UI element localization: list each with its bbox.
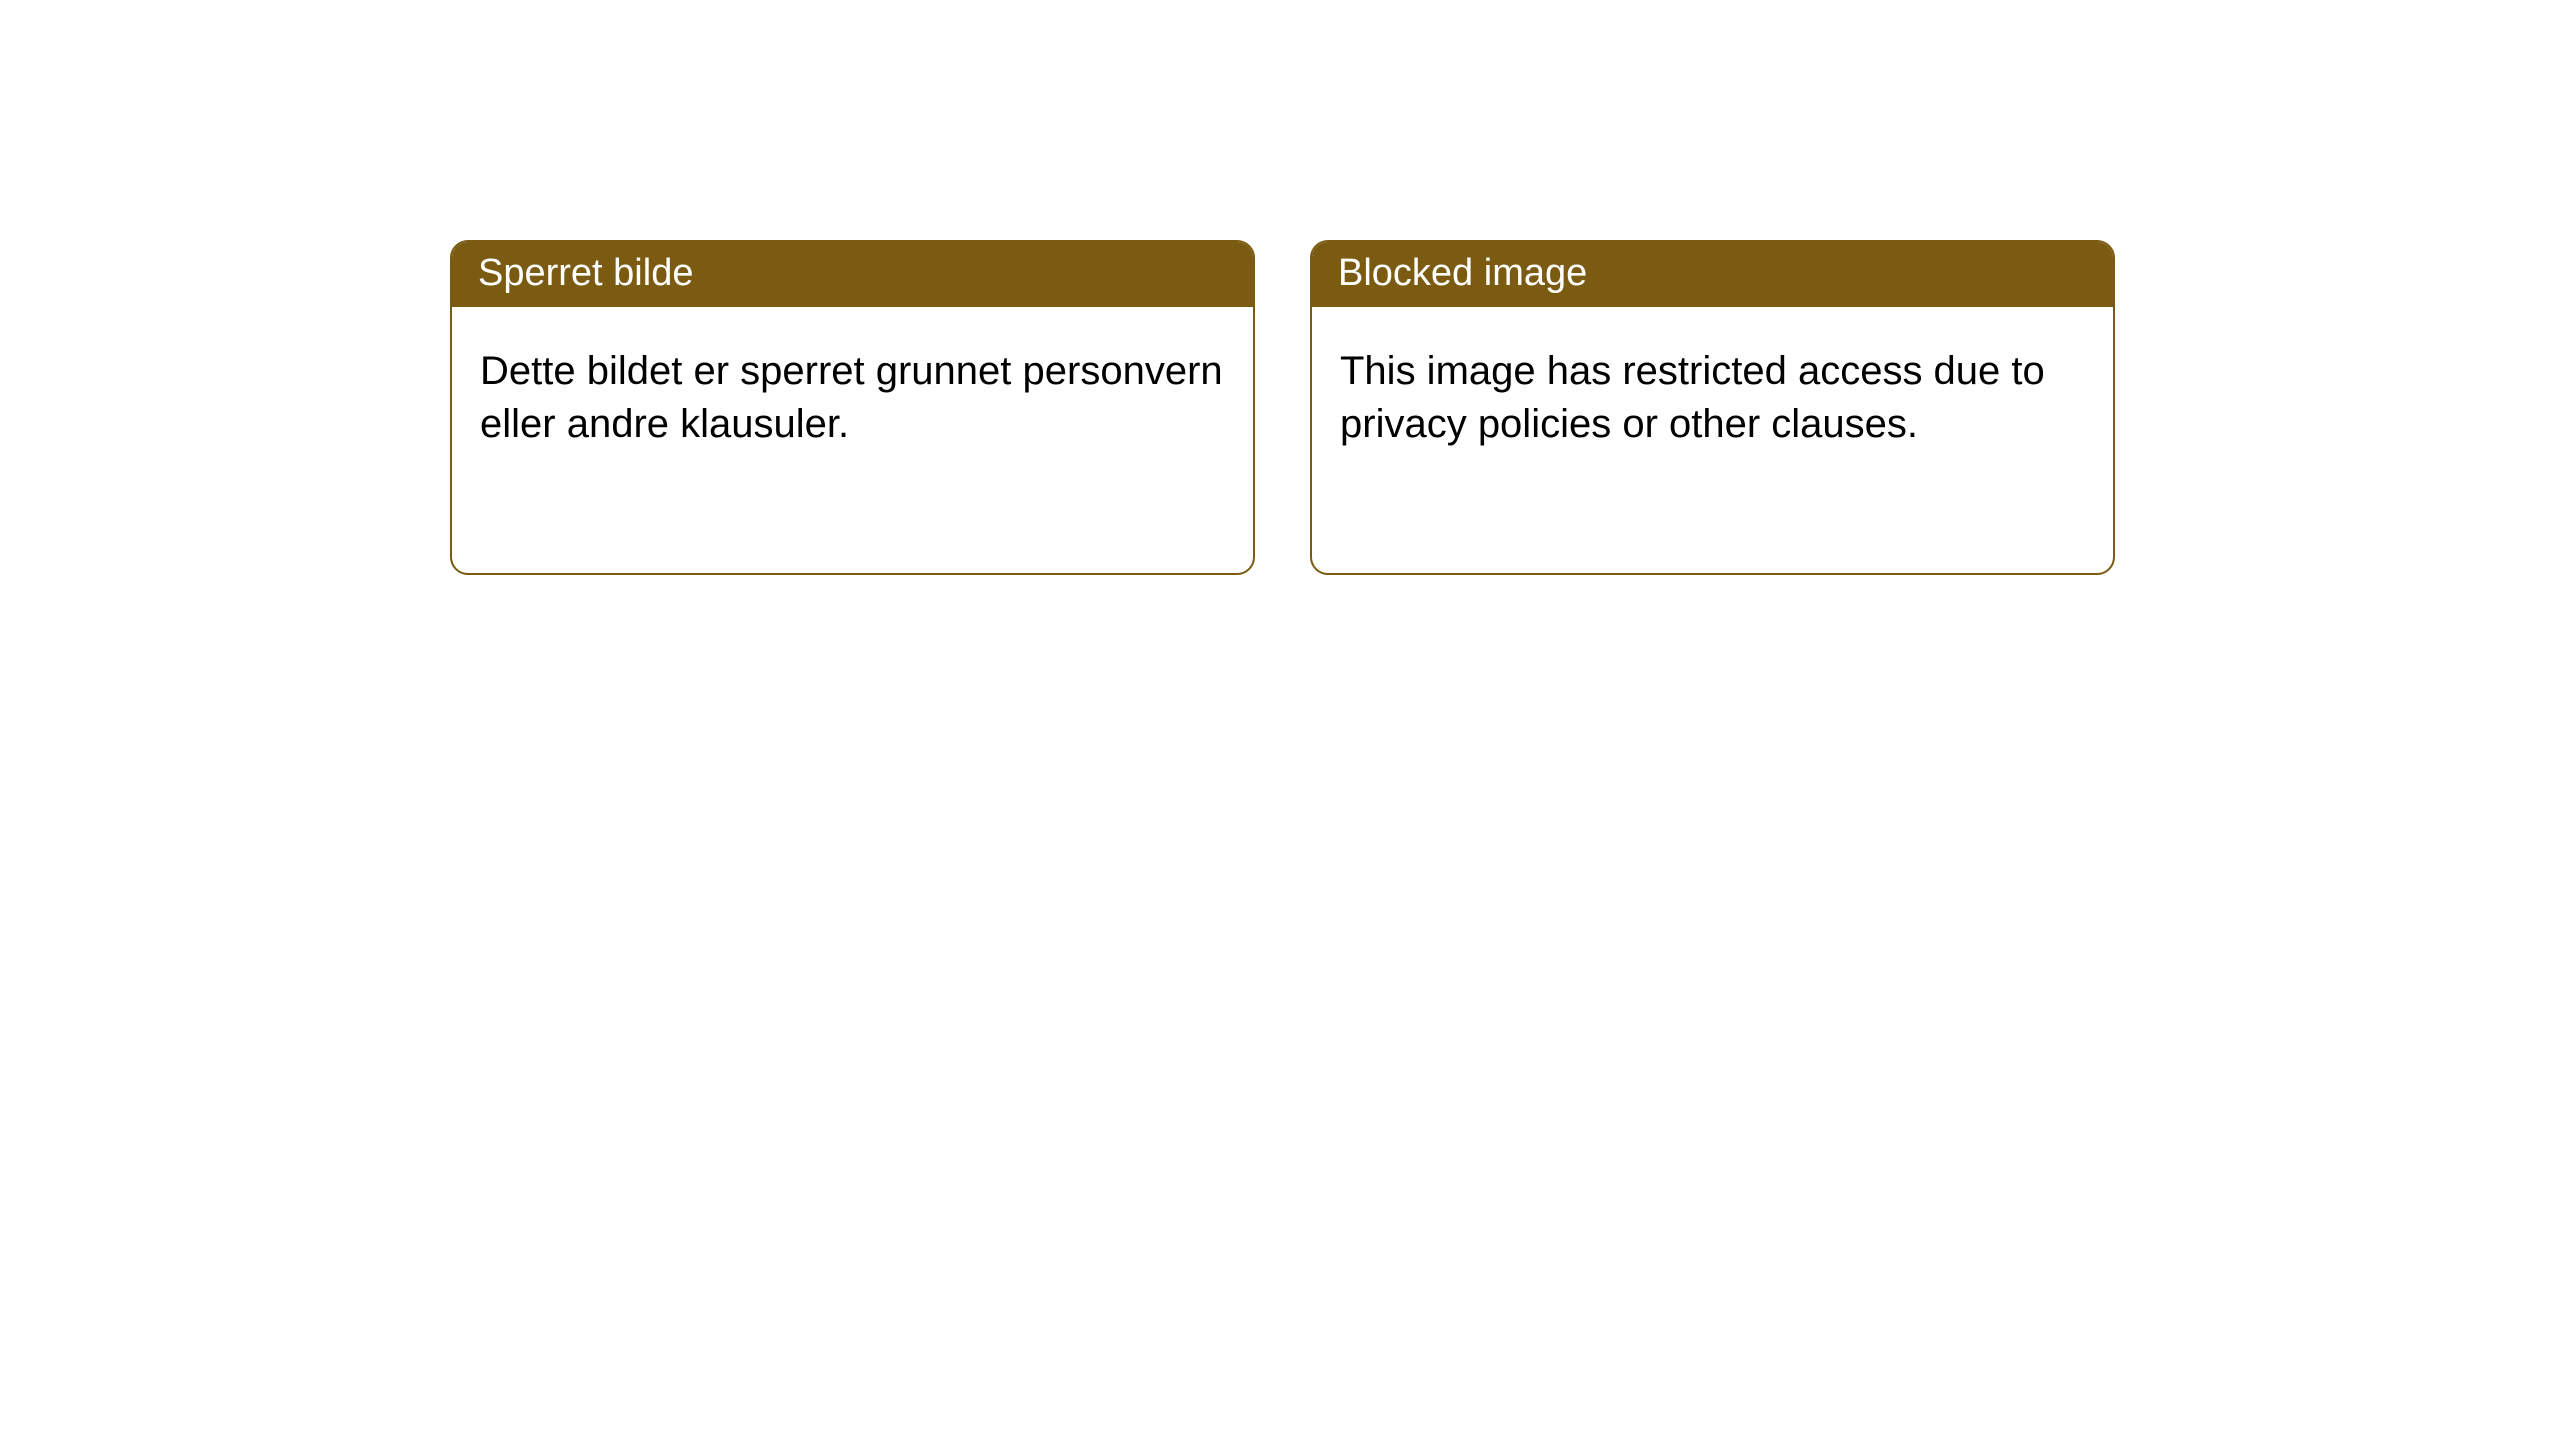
card-body: This image has restricted access due to …	[1312, 307, 2113, 479]
card-body-text: This image has restricted access due to …	[1340, 349, 2045, 446]
notice-card-norwegian: Sperret bilde Dette bildet er sperret gr…	[450, 240, 1255, 575]
card-body: Dette bildet er sperret grunnet personve…	[452, 307, 1253, 479]
notice-cards-container: Sperret bilde Dette bildet er sperret gr…	[0, 0, 2560, 575]
card-header-text: Blocked image	[1338, 252, 1587, 294]
card-header: Blocked image	[1312, 242, 2113, 307]
card-body-text: Dette bildet er sperret grunnet personve…	[480, 349, 1223, 446]
card-header-text: Sperret bilde	[478, 252, 693, 294]
card-header: Sperret bilde	[452, 242, 1253, 307]
notice-card-english: Blocked image This image has restricted …	[1310, 240, 2115, 575]
